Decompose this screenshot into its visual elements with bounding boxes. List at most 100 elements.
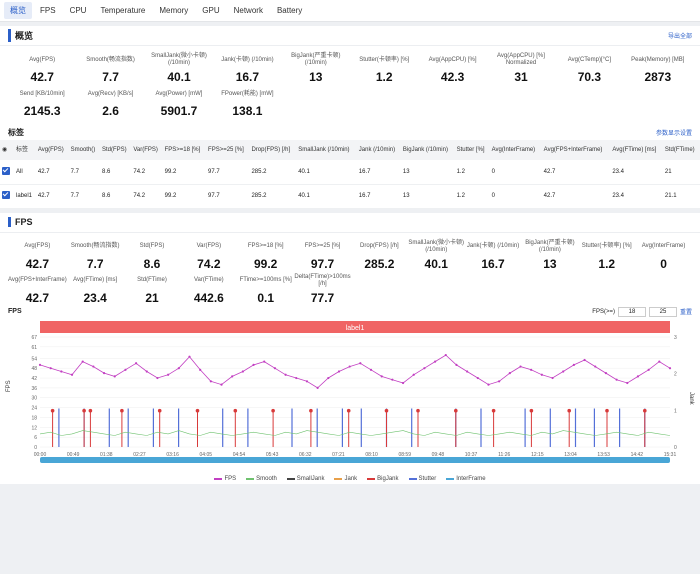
metric-value: 70.3 — [577, 70, 602, 84]
tab-4[interactable]: Memory — [159, 6, 189, 15]
fps-point — [263, 360, 266, 363]
metric-value: 2873 — [644, 70, 672, 84]
bigjank-marker — [416, 408, 420, 412]
metric-value: 99.2 — [254, 256, 278, 271]
legend-item[interactable]: SmallJank — [286, 476, 324, 482]
y-tick-label: 6 — [34, 435, 37, 441]
fps-filter-input-2[interactable]: 25 — [648, 306, 677, 317]
legend-item[interactable]: Jank — [334, 476, 357, 482]
x-tick-label: 01:38 — [100, 452, 113, 458]
row-checkbox[interactable] — [2, 191, 10, 199]
labels-title: 标签 — [8, 127, 24, 137]
tab-6[interactable]: Network — [233, 6, 263, 15]
tab-0[interactable]: 概览 — [4, 2, 32, 19]
chart-legend: FPS Smooth SmallJank Jank BigJank Stutter Inte… — [0, 474, 700, 484]
tab-5[interactable]: GPU — [202, 6, 220, 15]
column-header[interactable]: Jank (/10min) — [356, 140, 401, 160]
metric-label: Var(FTime) — [194, 277, 224, 283]
y2-tick-label: 1 — [674, 408, 677, 414]
column-header[interactable]: Avg(FTime) [ms] — [610, 140, 663, 160]
column-header[interactable]: Std(FTime) — [662, 140, 700, 160]
y-tick-label: 18 — [31, 415, 37, 421]
metric-value: 40.1 — [424, 256, 448, 271]
series-line-smooth — [39, 429, 671, 436]
x-tick-label: 00:49 — [67, 452, 80, 458]
legend-item[interactable]: InterFrame — [446, 476, 486, 482]
metric-card: Avg(FPS+InterFrame) 42.7 — [8, 271, 67, 305]
column-header[interactable]: FPS>=18 [%] — [162, 140, 207, 160]
visibility-icon[interactable]: ◉ — [0, 140, 14, 160]
chart-title: FPS — [8, 308, 22, 315]
column-header[interactable]: Std(FPS) — [100, 140, 132, 160]
fps-point — [369, 368, 373, 371]
metric-card: BigJank(严重卡顿) (/10min) 13 — [282, 50, 350, 84]
table-cell: 99.2 — [162, 184, 207, 209]
column-header[interactable]: Var(FPS) — [131, 140, 163, 160]
legend-label: Jank — [344, 475, 358, 482]
column-header[interactable]: BigJank (/10min) — [400, 140, 455, 160]
tab-1[interactable]: FPS — [40, 6, 56, 15]
table-cell: 23.4 — [610, 160, 663, 185]
x-tick-label: 15:31 — [664, 452, 677, 458]
row-checkbox[interactable] — [2, 166, 10, 175]
legend-swatch — [214, 477, 223, 480]
fps-point — [583, 358, 586, 361]
column-header[interactable]: Drop(FPS) [/h] — [249, 140, 297, 160]
fps-point — [433, 360, 437, 363]
legend-item[interactable]: Stutter — [408, 476, 436, 482]
fps-point — [359, 361, 362, 364]
table-row[interactable]: All 42.7 7.7 8.6 74.2 99.2 97.7 285.2 40.1 16.7 13… — [0, 160, 700, 185]
legend-item[interactable]: Smooth — [246, 476, 277, 482]
table-cell: label1 — [14, 184, 36, 209]
table-cell: All — [14, 160, 36, 185]
metric-label: Std(FTime) — [137, 277, 167, 283]
tab-7[interactable]: Battery — [276, 6, 303, 15]
metric-label: Stutter(卡顿率) [%] — [581, 243, 632, 249]
chart-scrollbar[interactable] — [40, 456, 670, 463]
column-header[interactable]: Avg(InterFrame) — [489, 140, 542, 160]
fps-section: FPS Avg(FPS) 42.7 Smooth(畅流指数) 7.7 Std(FPS) 8… — [0, 212, 700, 484]
legend-item[interactable]: BigJank — [367, 476, 399, 482]
x-tick-label: 10:37 — [465, 452, 478, 458]
column-header[interactable]: Stutter [%] — [454, 140, 490, 160]
fps-filter-label: FPS(>=) — [592, 308, 615, 315]
x-tick-label: 00:00 — [34, 452, 47, 458]
metric-label: Avg(FPS) — [29, 56, 56, 63]
table-header-row: ◉ 标签 Avg(FPS) Smooth() Std(FPS) Var(FPS) FPS>=… — [0, 140, 700, 160]
fps-filter-input-1[interactable]: 18 — [617, 306, 646, 317]
table-row[interactable]: label1 42.7 7.7 8.6 74.2 99.2 97.7 285.2 40.1 16.… — [0, 184, 700, 209]
column-header[interactable]: FPS>=25 [%] — [206, 140, 250, 160]
column-header[interactable]: 标签 — [14, 140, 36, 160]
table-cell: 8.6 — [100, 184, 132, 209]
export-all-link[interactable]: 导出全部 — [667, 34, 692, 40]
fps-point — [423, 366, 426, 369]
table-cell: 8.6 — [100, 160, 132, 185]
param-settings-link[interactable]: 参数显示设置 — [655, 130, 692, 137]
table-cell: 13 — [400, 184, 455, 209]
metric-card: FTime>=100ms [%] 0.1 — [237, 271, 294, 305]
table-cell: 13 — [400, 160, 455, 185]
column-header[interactable]: Avg(FPS+InterFrame) — [541, 140, 611, 160]
column-header[interactable]: SmallJank (/10min) — [296, 140, 357, 160]
bigjank-marker — [233, 408, 238, 412]
metric-value: 31 — [514, 70, 528, 84]
x-tick-label: 08:59 — [398, 452, 411, 458]
metric-label: Avg(InterFrame) — [641, 243, 686, 249]
fps-point — [241, 369, 244, 373]
metric-value: 42.7 — [25, 256, 50, 271]
tab-3[interactable]: Temperature — [100, 6, 146, 15]
fps-point — [508, 371, 511, 374]
metric-card: Avg(Power) [mW] 5901.7 — [145, 84, 213, 119]
tab-2[interactable]: CPU — [69, 6, 87, 15]
legend-item[interactable]: FPS — [214, 476, 236, 482]
metric-label: Drop(FPS) [/h] — [360, 243, 399, 249]
bigjank-marker — [82, 408, 86, 412]
reset-link[interactable]: 重置 — [679, 310, 692, 316]
column-header[interactable]: Smooth() — [68, 140, 100, 160]
column-header[interactable]: Avg(FPS) — [35, 140, 69, 160]
metric-label: SmallJank(微小卡顿) (/10min) — [408, 239, 465, 253]
series-line-fps — [39, 354, 671, 388]
metric-value: 23.4 — [83, 290, 107, 305]
metric-value: 13 — [309, 70, 323, 84]
fps-chart: label106121824303642485461670123FPSJank0… — [6, 320, 694, 463]
